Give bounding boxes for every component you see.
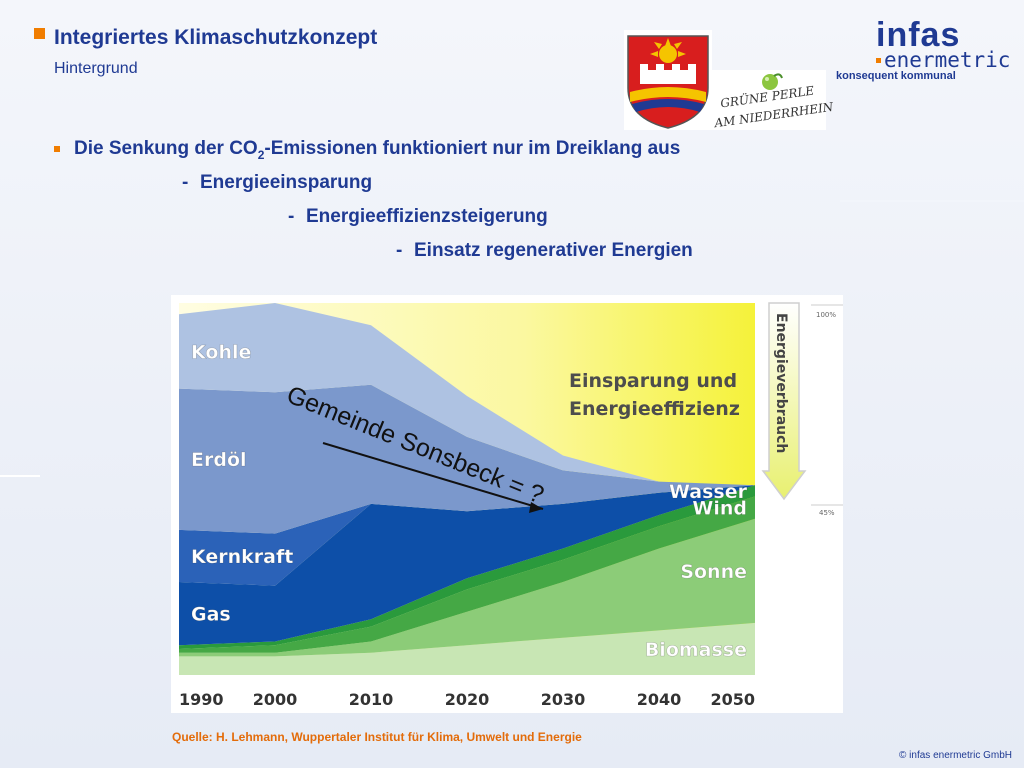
area-kohle — [179, 303, 755, 486]
series-label-kernkraft: Kernkraft — [191, 546, 293, 568]
x-tick-label: 2040 — [637, 690, 682, 709]
series-label-erd-l: Erdöl — [191, 449, 247, 471]
series-label-kohle: Kohle — [191, 341, 251, 363]
gruene-perle-logo: GRÜNE PERLE AM NIEDERRHEIN — [712, 70, 834, 130]
area-sonne — [179, 518, 755, 657]
page-title: Integriertes Klimaschutzkonzept — [54, 26, 378, 49]
area-erd-l — [179, 384, 755, 534]
bullet-marker — [54, 146, 60, 152]
annotation-arrow-head — [529, 502, 543, 513]
enermetric-wordmark: enermetric — [884, 48, 1011, 72]
coat-of-arms-logo — [624, 30, 712, 130]
sub-bullet-2: - Energieeffizienzsteigerung — [288, 206, 548, 227]
x-tick-label: 1990 — [179, 690, 224, 709]
pct-bottom-label: 45% — [819, 509, 835, 517]
series-label-sonne: Sonne — [680, 561, 747, 583]
area-gas — [179, 485, 755, 646]
series-label-wind: Wind — [692, 498, 747, 520]
series-label-biomasse: Biomasse — [645, 639, 747, 661]
title-bullet — [34, 28, 45, 39]
sub-bullet-1: - Energieeinsparung — [182, 172, 373, 193]
annotation-arrow-line — [322, 442, 544, 510]
series-label-gas: Gas — [191, 604, 231, 626]
x-tick-label: 2020 — [445, 690, 490, 709]
x-tick-label: 2030 — [541, 690, 586, 709]
main-bullet-text: Die Senkung der CO2-Emissionen funktioni… — [74, 138, 681, 162]
x-tick-label: 2050 — [710, 690, 755, 709]
infas-tagline: konsequent kommunal — [836, 70, 956, 82]
source-citation: Quelle: H. Lehmann, Wuppertaler Institut… — [172, 730, 582, 744]
page-subtitle: Hintergrund — [54, 60, 138, 77]
energy-consumption-arrow — [761, 302, 807, 501]
x-tick-label: 2010 — [349, 690, 394, 709]
series-label-wasser: Wasser — [669, 481, 748, 503]
background-line — [0, 475, 40, 477]
energy-mix-chart: Biomasse Sonne Wind Wasser Gas Kernkraft Erdöl… — [171, 295, 843, 713]
x-tick-label: 2000 — [253, 690, 298, 709]
area-kernkraft — [179, 485, 755, 586]
copyright: © infas enermetric GmbH — [899, 750, 1012, 761]
background-line — [840, 200, 1024, 202]
sub-bullet-3: - Einsatz regenerativer Energien — [396, 240, 693, 261]
infas-dot — [876, 58, 881, 63]
savings-label-line2: Energieeffizienz — [569, 398, 740, 420]
energy-consumption-label: Energieverbrauch — [773, 313, 789, 453]
infas-wordmark: infas — [876, 16, 961, 54]
savings-label-line1: Einsparung und — [569, 370, 737, 392]
area-biomasse — [179, 622, 755, 675]
pct-top-label: 100% — [816, 311, 836, 319]
